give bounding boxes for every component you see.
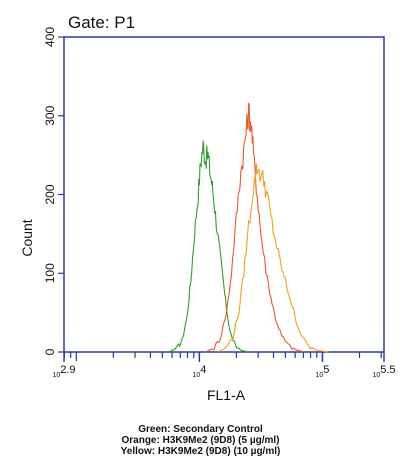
x-axis-ticks: 102.9 104 105 105.5 (52, 352, 396, 379)
series-line-2 (217, 163, 329, 353)
legend-line-yellow: Yellow: H3K9Me2 (9D8) (10 µg/ml) (120, 446, 281, 457)
x-tick-label-2: 105 (316, 364, 330, 379)
histogram-chart: Gate: P1 Count FL1-A 0 100 200 300 400 102.9… (19, 13, 396, 403)
y-axis-label: Count (19, 219, 35, 256)
series-line-0 (168, 140, 249, 353)
y-tick-label-4: 400 (43, 27, 57, 47)
y-tick-label-3: 300 (43, 105, 57, 125)
y-tick-label-2: 200 (43, 184, 57, 204)
x-axis-label: FL1-A (207, 387, 246, 403)
series-layer (168, 102, 329, 353)
plot-frame (63, 36, 385, 353)
legend-line-green: Green: Secondary Control (138, 424, 263, 435)
y-tick-label-0: 0 (43, 348, 57, 355)
legend-line-orange: Orange: H3K9Me2 (9D8) (5 µg/ml) (121, 435, 280, 446)
x-tick-label-0: 102.9 (52, 364, 75, 379)
x-tick-label-3: 105.5 (372, 364, 395, 379)
chart-title: Gate: P1 (68, 13, 135, 32)
series-line-1 (205, 102, 305, 353)
legend: Green: Secondary Control Orange: H3K9Me2… (0, 424, 401, 457)
x-tick-label-1: 104 (192, 364, 206, 379)
y-tick-label-1: 100 (43, 263, 57, 283)
y-axis-ticks: 0 100 200 300 400 (43, 27, 64, 355)
